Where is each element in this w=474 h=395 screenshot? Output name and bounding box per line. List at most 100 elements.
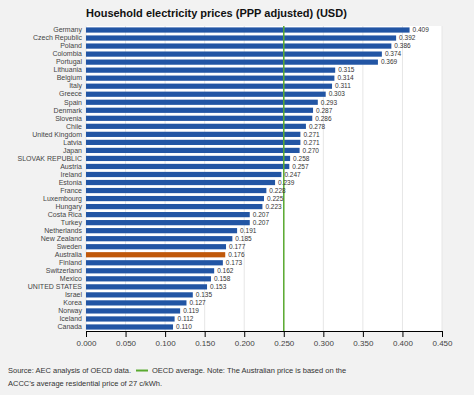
data-label: 0.409 bbox=[413, 26, 430, 33]
title: Household electricity prices (PPP adjust… bbox=[86, 7, 347, 19]
bar bbox=[86, 212, 250, 217]
x-tick: 0.150 bbox=[195, 331, 216, 348]
y-tick: Korea bbox=[63, 299, 82, 306]
bar bbox=[86, 308, 180, 313]
x-tick-label: 0.250 bbox=[274, 339, 295, 348]
x-tick-mark bbox=[86, 331, 87, 337]
y-tick: Denmark bbox=[54, 107, 83, 114]
bar bbox=[86, 204, 262, 209]
data-label: 0.270 bbox=[303, 147, 320, 154]
bar bbox=[86, 68, 335, 73]
x-tick: 0.050 bbox=[116, 331, 137, 348]
x-tick-mark bbox=[244, 331, 245, 337]
data-label: 0.286 bbox=[315, 115, 332, 122]
y-tick-label: Slovenia bbox=[55, 115, 82, 122]
y-tick: Chile bbox=[66, 123, 82, 130]
x-tick-label: 0.150 bbox=[195, 339, 216, 348]
x-tick: 0.450 bbox=[432, 331, 453, 348]
bar bbox=[86, 84, 332, 89]
footnote-text: Source: AEC analysis of OECD data. bbox=[8, 366, 131, 375]
y-tick: United Kingdom bbox=[32, 131, 82, 139]
y-tick-label: Germany bbox=[53, 26, 82, 34]
x-tick-mark bbox=[126, 331, 127, 337]
data-label: 0.311 bbox=[335, 82, 351, 89]
x-tick: 0.200 bbox=[235, 331, 256, 348]
grid-line bbox=[402, 26, 403, 331]
y-tick: Czech Republic bbox=[33, 34, 83, 42]
y-tick: SLOVAK REPUBLIC bbox=[18, 155, 82, 162]
bar bbox=[86, 27, 410, 32]
y-tick-label: Colombia bbox=[52, 50, 82, 57]
y-tick: Portugal bbox=[56, 58, 83, 66]
y-tick-label: Latvia bbox=[63, 139, 82, 146]
x-tick-mark bbox=[402, 331, 403, 337]
data-label: 0.228 bbox=[269, 187, 286, 194]
y-tick-label: Sweden bbox=[57, 243, 82, 250]
data-label: 0.185 bbox=[235, 235, 252, 242]
data-label: 0.258 bbox=[293, 155, 310, 162]
data-label: 0.315 bbox=[338, 66, 355, 73]
data-label: 0.207 bbox=[253, 211, 270, 218]
bar bbox=[86, 92, 326, 97]
marks bbox=[86, 26, 410, 331]
data-label: 0.223 bbox=[265, 203, 282, 210]
y-tick-label: Lithuania bbox=[54, 66, 83, 73]
data-label: 0.207 bbox=[253, 219, 270, 226]
y-tick-label: Italy bbox=[69, 82, 82, 90]
data-label: 0.287 bbox=[316, 107, 333, 114]
x-axis: 0.0000.0500.1000.1500.2000.2500.3000.350… bbox=[76, 331, 453, 348]
bar bbox=[86, 284, 207, 289]
bar bbox=[86, 124, 306, 129]
footnote-text: ACCC’s average residential price of 27 c… bbox=[8, 379, 162, 388]
y-tick: Hungary bbox=[56, 203, 83, 211]
x-axis-line bbox=[87, 332, 443, 338]
y-tick-label: Mexico bbox=[60, 275, 82, 282]
data-label: 0.119 bbox=[183, 307, 199, 314]
bar bbox=[86, 316, 175, 321]
data-label: 0.112 bbox=[178, 315, 194, 322]
grid-line bbox=[362, 26, 363, 331]
y-tick-label: Belgium bbox=[57, 74, 82, 82]
data-label: 0.162 bbox=[217, 267, 234, 274]
y-tick: Austria bbox=[60, 163, 82, 170]
data-label: 0.293 bbox=[321, 99, 338, 106]
y-tick: Italy bbox=[69, 82, 82, 90]
bar bbox=[86, 108, 313, 113]
y-tick-label: Ireland bbox=[61, 171, 83, 178]
y-tick: Sweden bbox=[57, 243, 82, 250]
bar bbox=[86, 300, 186, 305]
bar bbox=[86, 140, 300, 145]
bar bbox=[86, 252, 225, 257]
grid-line bbox=[442, 26, 443, 331]
data-label: 0.303 bbox=[329, 90, 346, 97]
x-tick-mark bbox=[323, 331, 324, 337]
plot-background bbox=[86, 26, 442, 331]
data-label: 0.225 bbox=[267, 195, 284, 202]
y-tick-label: Estonia bbox=[59, 179, 82, 186]
y-tick-label: Spain bbox=[64, 98, 82, 106]
footnote-text: OECD average. Note: The Australian price… bbox=[152, 366, 346, 375]
data-label: 0.135 bbox=[196, 291, 213, 298]
bar bbox=[86, 188, 266, 193]
y-tick: Switzerland bbox=[46, 267, 82, 274]
y-tick-label: Israel bbox=[65, 291, 83, 298]
bar bbox=[86, 292, 193, 297]
bar bbox=[86, 60, 378, 65]
data-label: 0.374 bbox=[385, 50, 402, 57]
bar bbox=[86, 236, 232, 241]
bar bbox=[86, 51, 382, 56]
plot: 0.0000.0500.1000.1500.2000.2500.3000.350… bbox=[18, 26, 454, 348]
y-tick-label: Finland bbox=[59, 259, 82, 266]
x-tick: 0.350 bbox=[353, 331, 374, 348]
y-tick-label: Iceland bbox=[59, 315, 82, 322]
x-tick-label: 0.100 bbox=[156, 339, 177, 348]
data-label: 0.386 bbox=[394, 42, 411, 49]
y-tick: Iceland bbox=[59, 315, 82, 322]
x-tick-label: 0.050 bbox=[116, 339, 137, 348]
bar bbox=[86, 276, 211, 281]
x-tick: 0.300 bbox=[314, 331, 335, 348]
y-tick-label: Portugal bbox=[56, 58, 83, 66]
x-tick-mark bbox=[363, 331, 364, 337]
data-label: 0.158 bbox=[214, 275, 231, 282]
y-tick-label: Switzerland bbox=[46, 267, 82, 274]
